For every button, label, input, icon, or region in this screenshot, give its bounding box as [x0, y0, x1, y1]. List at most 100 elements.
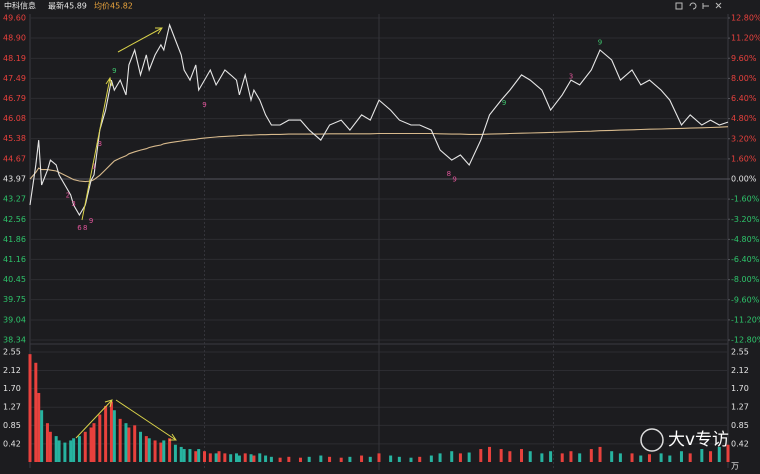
latest-price: 最新45.89 — [48, 1, 87, 11]
td-annotation: 8 — [447, 170, 451, 178]
volume-bar — [389, 455, 393, 462]
volume-bar — [63, 442, 67, 462]
y-tick-label: 43.27 — [3, 195, 26, 204]
volume-bar — [589, 449, 593, 462]
arrow — [117, 27, 163, 53]
volume-bar — [540, 453, 544, 462]
y-tick-label: 41.16 — [3, 255, 26, 264]
volume-bar — [418, 456, 422, 462]
volume-bar — [89, 427, 93, 462]
volume-bar — [234, 453, 238, 462]
volume-tick-label-right: 1.27 — [731, 403, 749, 412]
volume-tick-label: 0.42 — [3, 439, 21, 448]
volume-bar — [339, 457, 343, 462]
y-tick-label: 46.08 — [3, 114, 26, 123]
volume-bar — [618, 453, 622, 462]
volume-tick-label: 0.85 — [3, 421, 21, 430]
icon-expand[interactable] — [702, 3, 709, 9]
volume-bar — [37, 392, 41, 462]
y2-tick-label: -12.80% — [731, 336, 760, 345]
volume-bar — [269, 456, 273, 462]
volume-bar — [77, 436, 81, 462]
volume-bar — [83, 431, 87, 462]
volume-bar — [700, 449, 704, 462]
volume-bar — [54, 436, 58, 462]
volume-bar — [508, 451, 512, 462]
volume-bar — [610, 451, 614, 462]
volume-bar — [173, 444, 177, 462]
y-tick-label: 39.75 — [3, 295, 26, 304]
y2-tick-label: 8.00% — [731, 74, 757, 83]
icon-refresh[interactable] — [689, 2, 697, 10]
volume-bar — [647, 454, 651, 462]
y-tick-label: 41.86 — [3, 235, 26, 244]
volume-bar — [368, 456, 372, 462]
volume-bar — [45, 423, 49, 462]
y-tick-label: 42.56 — [3, 215, 26, 224]
volume-bar — [188, 449, 192, 462]
y2-tick-label: 1.60% — [731, 154, 757, 163]
volume-bar — [639, 455, 643, 462]
volume-bar — [360, 455, 364, 462]
y-tick-label: 49.60 — [3, 14, 26, 23]
td-annotation: 3 — [71, 200, 75, 208]
volume-tick-label-right: 2.12 — [731, 366, 749, 375]
td-annotation: 9 — [89, 217, 93, 225]
volume-bar — [688, 453, 692, 462]
y-tick-label: 48.90 — [3, 34, 26, 43]
average-price: 均价45.82 — [94, 1, 133, 11]
toolbar-icons[interactable] — [675, 2, 722, 10]
icon-settings[interactable] — [675, 2, 683, 10]
arrow — [81, 76, 113, 221]
y2-tick-label: 9.60% — [731, 54, 757, 63]
volume-bar — [223, 453, 227, 462]
volume-bar — [258, 453, 262, 462]
y2-tick-label: 11.20% — [731, 34, 760, 43]
grid: 49.60 48.90 48.19 47.49 46.79 46.08 45.38 44.67… — [3, 14, 760, 471]
volume-bar — [307, 456, 311, 462]
volume-bar — [243, 453, 247, 462]
watermark-text: 大v专访 — [668, 430, 729, 450]
volume-bar — [488, 446, 492, 462]
y2-tick-label: -9.60% — [731, 295, 760, 304]
y-tick-label: 39.04 — [3, 315, 26, 324]
arrow — [115, 399, 177, 441]
td-annotation: 6 — [77, 224, 82, 232]
td-annotation: 9 — [112, 67, 116, 75]
volume-bar — [479, 449, 483, 462]
arrow — [75, 399, 113, 439]
volume-bar — [659, 453, 663, 462]
volume-bar — [118, 418, 122, 462]
trend-arrows — [75, 27, 177, 441]
td-annotation: 1 — [92, 163, 96, 171]
volume-bar — [203, 451, 206, 462]
y-tick-label: 48.19 — [3, 54, 26, 63]
volume-bar — [560, 453, 564, 462]
volume-bar — [159, 442, 163, 462]
y2-tick-label: -3.20% — [731, 215, 760, 224]
volume-bar — [98, 414, 102, 462]
volume-bar — [217, 451, 221, 462]
volume-bar — [249, 454, 253, 462]
y-tick-label: 46.79 — [3, 94, 26, 103]
volume-bar — [69, 440, 73, 462]
volume-bar — [287, 456, 291, 462]
volume-bar — [162, 440, 166, 462]
y-tick-label: 47.49 — [3, 74, 26, 83]
volume-bar — [57, 440, 61, 462]
y-tick-label: 44.67 — [3, 154, 26, 163]
volume-bar — [450, 451, 454, 462]
td-annotation: 9 — [598, 38, 602, 46]
volume-bar — [153, 440, 157, 462]
y2-tick-label: -4.80% — [731, 235, 760, 244]
stock-name: 中科信息 — [4, 1, 36, 11]
volume-bar — [208, 453, 212, 462]
volume-unit: 万 — [731, 462, 739, 471]
icon-close[interactable] — [715, 2, 722, 9]
y-tick-label: 40.45 — [3, 275, 26, 284]
volume-bar — [528, 451, 532, 462]
volume-bar — [112, 410, 116, 462]
watermark-icon — [640, 428, 664, 452]
volume-bar — [147, 438, 151, 462]
volume-bar — [237, 455, 241, 462]
